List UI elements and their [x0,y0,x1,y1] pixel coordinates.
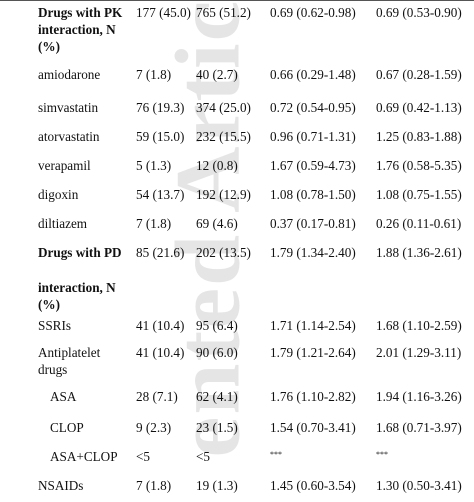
table-row: verapamil 5 (1.3) 12 (0.8) 1.67 (0.59-4.73)… [0,149,474,178]
table-row: digoxin 54 (13.7) 192 (12.9) 1.08 (0.78-1.5… [0,178,474,207]
cell-c2: 90 (6.0) [196,345,238,360]
row-label: Antiplatelet drugs [38,345,101,377]
cell-c3: 0.37 (0.17-0.81) [270,216,356,231]
table-row: NSAIDs 7 (1.8) 19 (1.3) 1.45 (0.60-3.54) 1.3… [0,473,474,502]
table-row: simvastatin 76 (19.3) 374 (25.0) 0.72 (0.54… [0,91,474,120]
row-label: digoxin [38,187,79,202]
cell-c3: *** [270,450,282,459]
cell-c1: 41 (10.4) [136,318,185,333]
row-label: NSAIDs [38,478,84,493]
row-label: amiodarone [38,67,101,82]
table-row: Antiplatelet drugs 41 (10.4) 90 (6.0) 1.79 … [0,342,474,384]
row-label: ASA [50,389,77,404]
cell-c2: 23 (1.5) [196,420,238,435]
cell-c4: 1.88 (1.36-2.61) [376,245,462,260]
cell-c2: 192 (12.9) [196,187,251,202]
cell-c4: 1.76 (0.58-5.35) [376,158,462,173]
cell-c3: 1.67 (0.59-4.73) [270,158,356,173]
cell-c2: <5 [196,449,211,464]
table-row: Drugs with PK interaction, N (%) 177 (45.… [0,0,474,62]
cell-c4: 0.69 (0.53-0.90) [376,5,462,20]
cell-c1: 9 (2.3) [136,420,172,435]
cell-c1: <5 [136,449,151,464]
cell-c3: 1.79 (1.21-2.64) [270,345,356,360]
cell-c2: 19 (1.3) [196,478,238,493]
cell-c2: 62 (4.1) [196,389,238,404]
cell-c1: 7 (1.8) [136,67,172,82]
cell-c4: 0.26 (0.11-0.61) [376,216,462,231]
cell-c3: 0.69 (0.62-0.98) [270,5,356,20]
cell-c4: 1.94 (1.16-3.26) [376,389,462,404]
cell-c4: 1.68 (0.71-3.97) [376,420,462,435]
row-label: verapamil [38,158,91,173]
cell-c3: 1.08 (0.78-1.50) [270,187,356,202]
cell-c1: 7 (1.8) [136,216,172,231]
row-label: simvastatin [38,100,99,115]
row-label: diltiazem [38,216,88,231]
row-label: ASA+CLOP [50,449,118,464]
cell-c3: 1.54 (0.70-3.41) [270,420,356,435]
cell-c3: 1.45 (0.60-3.54) [270,478,356,493]
cell-c3 [266,265,372,313]
table-row: atorvastatin 59 (15.0) 232 (15.5) 0.96 (0.7… [0,120,474,149]
cell-c3: 0.72 (0.54-0.95) [270,100,356,115]
cell-c2: 202 (13.5) [196,245,251,260]
cell-c4: 0.69 (0.42-1.13) [376,100,462,115]
cell-c1: 7 (1.8) [136,478,172,493]
cell-c4: 1.30 (0.50-3.41) [376,478,462,493]
cell-c1 [132,265,192,313]
cell-c3: 0.66 (0.29-1.48) [270,67,356,82]
table-row: ASA+CLOP <5 <5 *** *** [0,444,474,473]
table-row: Drugs with PD 85 (21.6) 202 (13.5) 1.79 (1.… [0,236,474,265]
cell-c2: 95 (6.4) [196,318,238,333]
cell-c1: 85 (21.6) [136,245,185,260]
cell-c2 [192,265,266,313]
row-label: Drugs with PK interaction, N (%) [38,5,123,54]
cell-c3: 1.71 (1.14-2.54) [270,318,356,333]
cell-c1: 54 (13.7) [136,187,185,202]
cell-c4: *** [376,450,388,459]
cell-c4 [372,265,474,313]
table-row: interaction, N (%) [0,265,474,313]
cell-c3: 1.76 (1.10-2.82) [270,389,356,404]
row-label: SSRIs [38,318,71,333]
cell-c4: 1.25 (0.83-1.88) [376,129,462,144]
top-rule [0,0,474,1]
cell-c1: 5 (1.3) [136,158,172,173]
cell-c2: 765 (51.2) [196,5,251,20]
cell-c1: 59 (15.0) [136,129,185,144]
cell-c4: 2.01 (1.29-3.11) [376,345,462,360]
cell-c1: 28 (7.1) [136,389,178,404]
cell-c2: 12 (0.8) [196,158,238,173]
cell-c1: 41 (10.4) [136,345,185,360]
cell-c4: 1.08 (0.75-1.55) [376,187,462,202]
table-row: ASA 28 (7.1) 62 (4.1) 1.76 (1.10-2.82) 1.94 … [0,384,474,415]
row-label: interaction, N (%) [38,280,116,312]
cell-c2: 374 (25.0) [196,100,251,115]
cell-c2: 69 (4.6) [196,216,238,231]
row-label: atorvastatin [38,129,100,144]
row-label: CLOP [50,420,84,435]
cell-c3: 1.79 (1.34-2.40) [270,245,356,260]
cell-c3: 0.96 (0.71-1.31) [270,129,356,144]
table-row: amiodarone 7 (1.8) 40 (2.7) 0.66 (0.29-1.48… [0,62,474,91]
table-row: diltiazem 7 (1.8) 69 (4.6) 0.37 (0.17-0.81)… [0,207,474,236]
table-row: SSRIs 41 (10.4) 95 (6.4) 1.71 (1.14-2.54) 1.… [0,313,474,342]
cell-c1: 177 (45.0) [136,5,191,20]
row-label: Drugs with PD [38,245,122,260]
cell-c1: 76 (19.3) [136,100,185,115]
table-row: CLOP 9 (2.3) 23 (1.5) 1.54 (0.70-3.41) 1.68 … [0,415,474,444]
cell-c4: 1.68 (1.10-2.59) [376,318,462,333]
cell-c2: 40 (2.7) [196,67,238,82]
cell-c2: 232 (15.5) [196,129,251,144]
cell-c4: 0.67 (0.28-1.59) [376,67,462,82]
